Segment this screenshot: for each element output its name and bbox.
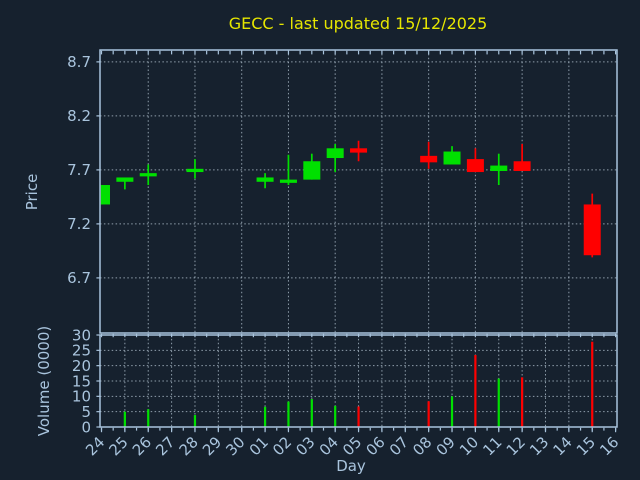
- candle-day-03: [303, 153, 321, 180]
- candle-body: [326, 148, 344, 159]
- candle-body: [186, 168, 204, 173]
- chart-render-root: 8.78.27.77.26.70510152025302425262728293…: [67, 49, 622, 459]
- volume-bar-day-05: [357, 406, 360, 427]
- day-tick-label: 01: [246, 433, 272, 459]
- day-tick-label: 24: [82, 433, 108, 459]
- candle-body: [583, 204, 601, 256]
- day-tick-label: 27: [152, 433, 178, 459]
- candle-body: [279, 179, 297, 183]
- volume-bar-day-26: [147, 409, 150, 427]
- candle-day-08: [420, 141, 438, 169]
- day-tick-label: 25: [105, 433, 131, 459]
- candle-day-24: [100, 185, 110, 205]
- day-tick-label: 06: [363, 433, 389, 459]
- candle-body: [100, 185, 110, 205]
- candle-body: [443, 151, 461, 165]
- candle-body: [513, 161, 531, 171]
- price-tick-label: 8.2: [67, 107, 91, 125]
- candle-body: [139, 173, 157, 177]
- price-tick-label: 8.7: [67, 53, 91, 71]
- day-tick-label: 03: [292, 433, 318, 459]
- volume-tick-label: 5: [81, 403, 91, 421]
- day-tick-label: 13: [526, 433, 552, 459]
- volume-bar-day-28: [193, 415, 197, 427]
- volume-bar-day-15: [591, 341, 594, 427]
- day-tick-label: 04: [316, 433, 342, 459]
- candle-day-05: [350, 140, 368, 162]
- day-tick-label: 11: [479, 433, 505, 459]
- candle-body: [490, 165, 508, 171]
- candle-body: [466, 159, 484, 173]
- day-tick-label: 14: [549, 433, 575, 459]
- volume-tick-label: 10: [72, 388, 91, 406]
- day-tick-label: 07: [386, 433, 412, 459]
- day-axis-label: Day: [336, 457, 366, 475]
- day-tick-label: 12: [503, 433, 529, 459]
- candle-body: [350, 148, 368, 153]
- volume-bars: [123, 341, 594, 427]
- candlesticks: [100, 140, 601, 258]
- day-tick-label: 05: [339, 433, 365, 459]
- candle-day-15: [583, 193, 601, 258]
- volume-tick-label: 0: [81, 418, 91, 436]
- day-tick-label: 10: [456, 433, 482, 459]
- volume-bar-day-09: [450, 396, 454, 427]
- volume-tick-label: 30: [72, 326, 91, 344]
- volume-bar-day-03: [310, 399, 313, 427]
- day-tick-label: 29: [199, 433, 225, 459]
- x-tick-labels: 2425262728293001020304050607080910111213…: [82, 433, 622, 459]
- volume-bar-day-08: [427, 401, 430, 427]
- candle-day-28: [186, 159, 204, 179]
- volume-tick-label: 25: [72, 342, 91, 360]
- day-tick-label: 02: [269, 433, 295, 459]
- candle-day-10: [466, 148, 484, 173]
- day-tick-label: 26: [129, 433, 155, 459]
- volume-bar-day-04: [334, 405, 337, 427]
- price-tick-label: 6.7: [67, 269, 91, 287]
- candle-body: [256, 177, 274, 182]
- volume-bar-day-12: [521, 377, 524, 427]
- candle-day-09: [443, 146, 461, 165]
- candle-day-25: [116, 177, 134, 190]
- price-tick-label: 7.7: [67, 161, 91, 179]
- candle-body: [420, 155, 438, 163]
- tick-marks: [100, 50, 617, 433]
- day-tick-label: 15: [573, 433, 599, 459]
- candle-day-26: [139, 164, 157, 186]
- day-tick-label: 16: [596, 433, 622, 459]
- candle-day-12: [513, 143, 531, 171]
- price-axis-label: Price: [23, 174, 41, 211]
- day-tick-label: 28: [176, 433, 202, 459]
- candle-body: [303, 161, 321, 180]
- chart-title: GECC - last updated 15/12/2025: [229, 14, 488, 33]
- price-plot-border: [99, 49, 618, 334]
- candle-day-02: [279, 154, 297, 186]
- candle-day-11: [490, 153, 508, 186]
- volume-bar-day-02: [287, 401, 290, 427]
- volume-bar-day-11: [497, 378, 500, 427]
- candle-day-01: [256, 173, 274, 189]
- day-tick-label: 08: [409, 433, 435, 459]
- volume-bar-day-25: [123, 411, 126, 427]
- day-tick-label: 30: [222, 433, 248, 459]
- price-tick-label: 7.2: [67, 215, 91, 233]
- candle-day-04: [326, 143, 344, 173]
- gridlines: [100, 50, 617, 427]
- volume-tick-label: 20: [72, 357, 91, 375]
- candle-body: [116, 177, 134, 182]
- volume-bar-day-10: [474, 354, 477, 427]
- volume-tick-label: 15: [72, 372, 91, 390]
- day-tick-label: 09: [433, 433, 459, 459]
- volume-axis-label: Volume (0000): [35, 326, 53, 436]
- volume-bar-day-01: [263, 406, 267, 427]
